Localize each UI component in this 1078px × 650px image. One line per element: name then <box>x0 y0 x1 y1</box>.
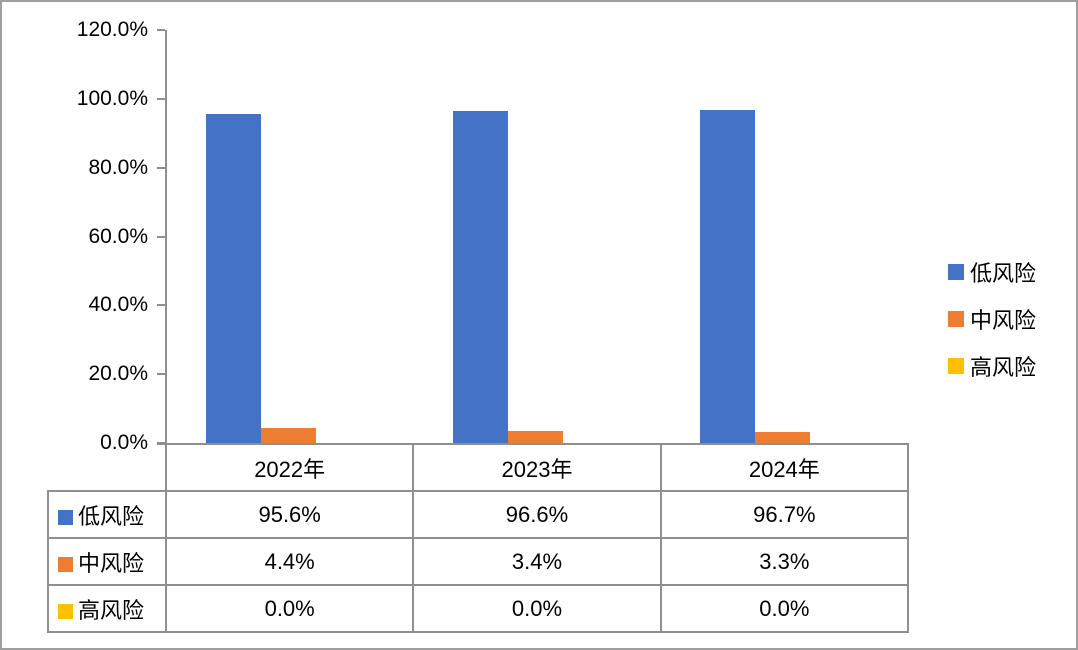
series-name: 高风险 <box>78 597 145 623</box>
series-name: 低风险 <box>78 503 145 529</box>
legend-swatch-icon <box>948 358 964 374</box>
data-table: 2022年 2023年 2024年低风险 95.6% 96.6% 96.7% 中风险 4.4%… <box>47 443 910 633</box>
table-row-low-risk: 低风险 95.6% 96.6% 96.7% <box>47 490 910 539</box>
value-medium-risk-2023: 3.4% <box>412 537 662 586</box>
legend: 低风险 中风险 高风险 <box>948 259 1036 400</box>
bar-low-risk-2024 <box>700 110 755 443</box>
y-axis-label-80: 80.0% <box>88 155 148 179</box>
y-axis-tick-100 <box>157 97 165 100</box>
value-medium-risk-2022: 4.4% <box>164 537 415 586</box>
bar-low-risk-2023 <box>453 111 508 443</box>
legend-item-high-risk: 高风险 <box>948 353 1037 380</box>
y-axis-label-60: 60.0% <box>88 224 148 248</box>
table-corner-cell <box>48 444 167 492</box>
y-axis-label-120: 120.0% <box>76 18 148 41</box>
table-row-medium-risk: 中风险 4.4% 3.4% 3.3% <box>47 537 910 586</box>
series-label-medium-risk: 中风险 <box>47 537 167 586</box>
value-low-risk-2024: 96.7% <box>659 490 910 539</box>
value-high-risk-2022: 0.0% <box>164 584 415 633</box>
table-header-2023: 2023年 <box>412 443 662 492</box>
y-axis-tick-80 <box>157 166 165 169</box>
y-axis-tick-120 <box>157 29 165 31</box>
value-high-risk-2024: 0.0% <box>659 584 910 633</box>
y-axis-tick-60 <box>157 235 165 238</box>
legend-swatch-icon <box>948 264 964 280</box>
series-label-high-risk: 高风险 <box>47 584 167 633</box>
table-header-2022: 2022年 <box>164 443 415 492</box>
bar-medium-risk-2023 <box>508 431 563 443</box>
value-high-risk-2023: 0.0% <box>412 584 662 633</box>
y-axis-tick-20 <box>157 373 165 376</box>
y-axis-tick-40 <box>157 304 165 307</box>
value-low-risk-2023: 96.6% <box>412 490 662 539</box>
series-name: 中风险 <box>78 550 145 576</box>
series-key-icon <box>58 556 73 572</box>
y-axis-label-100: 100.0% <box>76 86 148 110</box>
legend-label: 中风险 <box>970 308 1037 333</box>
bar-low-risk-2022 <box>206 114 261 443</box>
legend-item-medium-risk: 中风险 <box>948 306 1037 333</box>
value-low-risk-2022: 95.6% <box>164 490 415 539</box>
y-axis-label-20: 20.0% <box>88 362 148 386</box>
y-axis-line <box>165 30 167 445</box>
legend-swatch-icon <box>948 311 964 327</box>
series-label-low-risk: 低风险 <box>47 490 167 539</box>
bar-medium-risk-2022 <box>261 428 316 443</box>
series-key-icon <box>58 603 73 619</box>
y-axis-label-40: 40.0% <box>88 293 148 317</box>
legend-item-low-risk: 低风险 <box>948 259 1037 286</box>
series-key-icon <box>58 509 73 525</box>
bar-medium-risk-2024 <box>755 432 810 443</box>
legend-label: 低风险 <box>970 261 1037 286</box>
value-medium-risk-2024: 3.3% <box>659 537 910 586</box>
table-row-high-risk: 高风险 0.0% 0.0% 0.0% <box>47 584 910 633</box>
legend-label: 高风险 <box>970 355 1037 380</box>
table-header-2024: 2024年 <box>659 443 910 492</box>
table-header-row: 2022年 2023年 2024年 <box>48 443 910 492</box>
